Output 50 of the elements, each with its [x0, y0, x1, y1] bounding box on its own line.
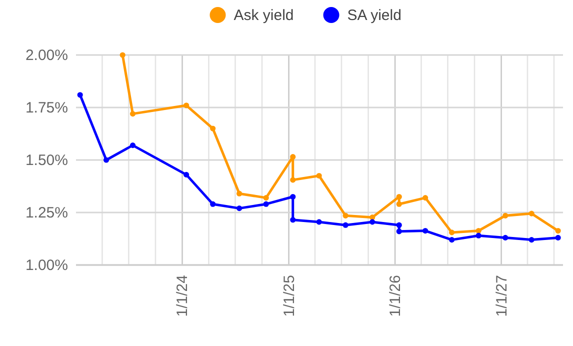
- point: [103, 157, 110, 163]
- point: [184, 102, 190, 108]
- point: [370, 219, 376, 225]
- point: [396, 228, 402, 234]
- y-tick-label: 1.75%: [25, 100, 68, 116]
- point: [77, 92, 83, 98]
- point: [370, 214, 376, 220]
- point: [290, 217, 296, 223]
- point: [476, 228, 482, 234]
- point: [396, 222, 402, 228]
- point: [422, 195, 428, 201]
- point: [342, 222, 348, 228]
- point: [316, 172, 322, 179]
- x-tick-label: 1/1/26: [387, 275, 404, 317]
- y-tick-label: 1.50%: [25, 152, 68, 169]
- point: [210, 201, 216, 207]
- point: [263, 201, 269, 207]
- y-tick-label: 1.00%: [25, 257, 68, 274]
- point: [555, 228, 561, 234]
- point: [449, 230, 455, 236]
- point: [396, 201, 402, 207]
- point: [236, 206, 242, 212]
- x-tick-label: 1/1/24: [174, 275, 192, 317]
- point: [120, 52, 126, 58]
- y-tick-label: 1.25%: [25, 204, 68, 222]
- point: [210, 126, 216, 132]
- legend-label: Ask yield: [234, 7, 294, 24]
- x-tick-label: 1/1/25: [280, 275, 298, 317]
- point: [528, 237, 534, 243]
- x-tick-label: 1/1/27: [493, 275, 510, 317]
- point: [502, 234, 508, 240]
- point: [555, 234, 561, 240]
- point: [290, 177, 296, 183]
- point: [502, 212, 508, 218]
- point: [316, 219, 322, 225]
- point: [263, 195, 269, 201]
- point: [476, 232, 482, 238]
- point: [422, 228, 428, 234]
- point: [236, 190, 242, 196]
- point: [184, 172, 190, 178]
- point: [130, 142, 136, 148]
- point: [449, 237, 455, 243]
- point: [528, 210, 534, 216]
- point: [342, 212, 348, 218]
- point: [290, 154, 296, 160]
- point: [290, 194, 296, 200]
- y-tick-label: 2.00%: [25, 47, 68, 64]
- point: [130, 111, 136, 117]
- point: [396, 194, 402, 200]
- legend-label: SA yield: [347, 7, 402, 24]
